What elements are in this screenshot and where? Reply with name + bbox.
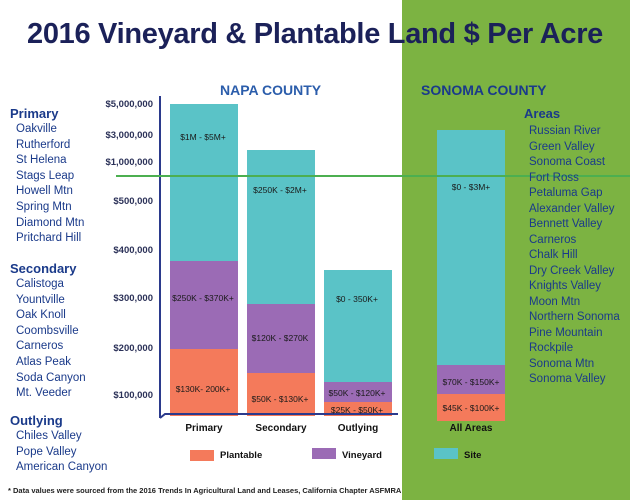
- sonoma-area-item: Sonoma Mtn: [529, 357, 595, 370]
- sonoma-area-item: Dry Creek Valley: [529, 264, 615, 277]
- data-label-site: $250K - $2M+: [253, 185, 307, 195]
- napa-area-item: Carneros: [16, 340, 64, 353]
- bar-plantable-primary: [170, 349, 238, 416]
- page-title: 2016 Vineyard & Plantable Land $ Per Acr…: [26, 18, 604, 50]
- bar-site-outlying: [324, 270, 392, 382]
- bar-vineyard-all-areas: [437, 365, 505, 394]
- x-tick-label: Primary: [185, 423, 223, 434]
- sonoma-area-item: Knights Valley: [529, 280, 602, 292]
- y-tick-label: $500,000: [113, 196, 153, 207]
- sonoma-area-item: Green Valley: [529, 140, 595, 153]
- napa-area-item: Rutherford: [16, 138, 71, 151]
- bar-plantable-outlying: [324, 402, 392, 416]
- sonoma-areas-heading: Areas: [524, 106, 561, 121]
- napa-area-item: Pritchard Hill: [16, 232, 82, 245]
- data-label-plantable: $45K - $100K+: [442, 403, 500, 413]
- y-tick-label: $400,000: [113, 245, 153, 256]
- sonoma-area-item: Bennett Valley: [529, 218, 603, 230]
- sonoma-area-item: Carneros: [529, 233, 577, 246]
- sonoma-area-item: Alexander Valley: [529, 202, 615, 215]
- data-label-plantable: $130K- 200K+: [175, 384, 231, 394]
- napa-area-item: Stags Leap: [16, 169, 75, 182]
- data-label-plantable: $50K - $130K+: [251, 394, 309, 404]
- bar-vineyard-outlying: [324, 382, 392, 402]
- data-label-site: $0 - $3M+: [451, 182, 491, 192]
- sonoma-area-item: Chalk Hill: [529, 249, 578, 261]
- data-label-site: $0 - 350K+: [336, 294, 378, 304]
- data-label-vineyard: $70K - $150K+: [442, 377, 500, 387]
- legend-swatch-plantable: [190, 450, 214, 461]
- x-axis-line: [159, 413, 398, 419]
- x-tick-label: Outlying: [337, 423, 379, 434]
- napa-area-item: Atlas Peak: [16, 356, 71, 368]
- napa-area-item: Pope Valley: [16, 445, 77, 458]
- napa-group-heading: Outlying: [10, 413, 63, 428]
- data-label-vineyard: $120K - $270K: [251, 333, 309, 343]
- sonoma-area-item: Pine Mountain: [529, 326, 603, 339]
- napa-area-item: Diamond Mtn: [16, 216, 85, 229]
- sonoma-area-item: Northern Sonoma: [529, 311, 620, 323]
- napa-group-heading: Secondary: [10, 261, 77, 276]
- napa-area-item: Oak Knoll: [16, 309, 66, 322]
- sonoma-area-item: Moon Mtn: [529, 295, 581, 308]
- sonoma-county-label: SONOMA COUNTY: [421, 82, 547, 98]
- bar-vineyard-primary: [170, 261, 238, 349]
- napa-group-heading: Primary: [10, 106, 59, 121]
- y-tick-label: $300,000: [113, 293, 153, 304]
- napa-area-item: Chiles Valley: [16, 430, 82, 442]
- napa-area-item: Calistoga: [16, 278, 64, 290]
- sonoma-area-item: Sonoma Valley: [529, 373, 606, 385]
- bar-vineyard-secondary: [247, 304, 315, 373]
- napa-area-item: Howell Mtn: [16, 185, 73, 198]
- napa-area-item: Spring Mtn: [16, 201, 72, 213]
- legend-swatch-vineyard: [312, 448, 336, 459]
- legend-label-plantable: Plantable: [220, 450, 263, 461]
- sonoma-area-item: Russian River: [529, 125, 601, 137]
- napa-area-item: Mt. Veeder: [16, 387, 72, 400]
- bar-plantable-all-areas: [437, 394, 505, 421]
- y-tick-label: $5,000,000: [105, 99, 153, 110]
- napa-area-item: American Canyon: [16, 461, 108, 474]
- y-tick-label: $3,000,000: [105, 130, 153, 141]
- napa-area-item: Yountville: [16, 293, 65, 306]
- legend-label-site: Site: [464, 450, 482, 461]
- data-label-vineyard: $250K - $370K+: [172, 293, 234, 303]
- napa-county-label: NAPA COUNTY: [220, 82, 322, 98]
- footnote: * Data values were sourced from the 2016…: [8, 486, 402, 495]
- sonoma-area-item: Rockpile: [529, 342, 574, 354]
- data-label-vineyard: $50K - $120K+: [328, 388, 386, 398]
- y-tick-label: $1,000,000: [105, 157, 153, 168]
- legend-label-vineyard: Vineyard: [342, 450, 382, 461]
- bar-site-secondary: [247, 150, 315, 304]
- legend-swatch-site: [434, 448, 458, 459]
- napa-area-item: Coombsville: [16, 324, 79, 337]
- sonoma-area-item: Fort Ross: [529, 171, 579, 184]
- napa-area-item: St Helena: [16, 154, 67, 167]
- data-label-plantable: $25K - $50K+: [330, 405, 384, 415]
- x-tick-label: Secondary: [255, 423, 307, 434]
- bar-plantable-secondary: [247, 373, 315, 416]
- napa-area-item: Soda Canyon: [16, 371, 86, 384]
- bar-site-primary: [170, 104, 238, 261]
- napa-area-item: Oakville: [16, 123, 57, 135]
- y-tick-label: $200,000: [113, 343, 153, 354]
- y-tick-label: $100,000: [113, 390, 153, 401]
- sonoma-area-item: Sonoma Coast: [529, 156, 606, 168]
- bar-site-all-areas: [437, 130, 505, 365]
- x-tick-label: All Areas: [449, 423, 493, 434]
- data-label-site: $1M - $5M+: [180, 132, 226, 142]
- sonoma-area-item: Petaluma Gap: [529, 187, 603, 199]
